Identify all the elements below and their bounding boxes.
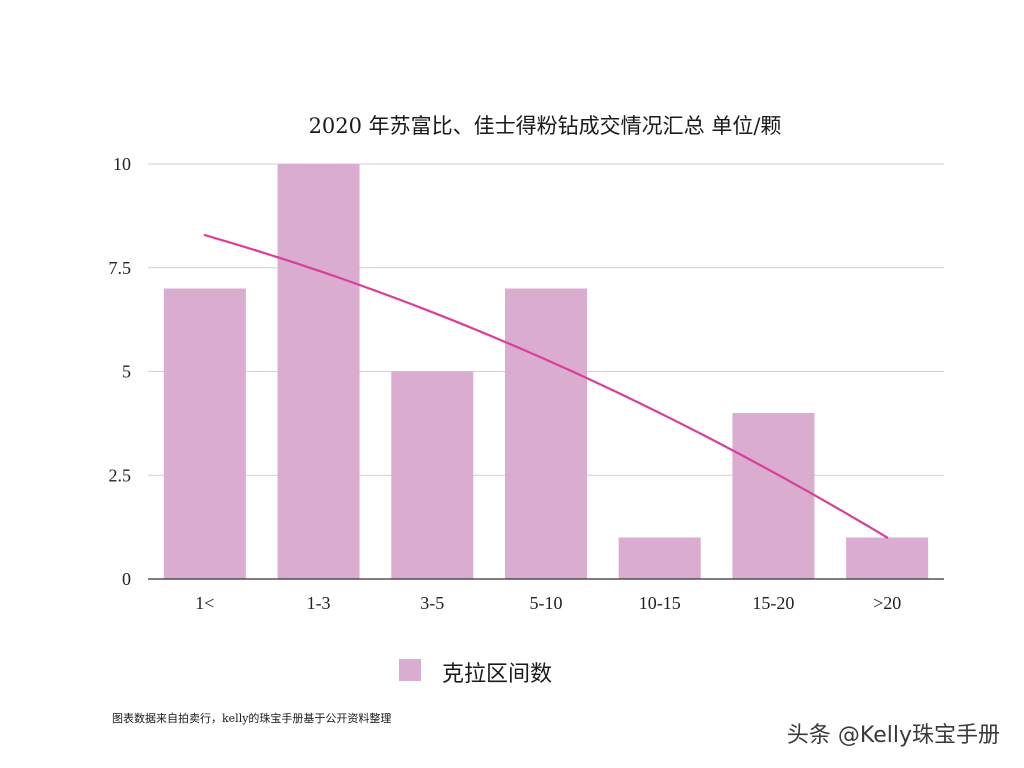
y-tick-label: 7.5	[109, 258, 132, 278]
x-tick-label: 3-5	[420, 593, 444, 613]
watermark: 头条 @Kelly珠宝手册	[787, 723, 1000, 748]
x-tick-label: 10-15	[639, 593, 681, 613]
y-tick-label: 5	[122, 362, 131, 382]
chart-title: 2020 年苏富比、佳士得粉钻成交情况汇总 单位/颗	[309, 114, 782, 138]
bar	[505, 288, 587, 579]
x-tick-label: 1<	[195, 593, 214, 613]
bar	[846, 537, 929, 579]
x-tick-label: >20	[873, 593, 901, 613]
legend: 克拉区间数	[399, 659, 552, 687]
x-tick-label: 1-3	[307, 593, 331, 613]
y-tick-label: 10	[113, 154, 131, 174]
tick-labels: 0 2.5 5 7.5 10 1< 1-3 3-5 5-10 10-15 15-20 >20	[109, 154, 902, 613]
bars	[163, 164, 929, 579]
bar	[618, 537, 701, 579]
y-tick-label: 0	[122, 569, 131, 589]
trendline	[203, 234, 889, 539]
legend-swatch	[399, 659, 421, 681]
legend-label: 克拉区间数	[442, 662, 552, 687]
trendline-layer	[203, 234, 889, 539]
bar	[277, 164, 360, 579]
bar	[391, 371, 474, 579]
x-tick-label: 5-10	[530, 593, 563, 613]
source-note: 图表数据来自拍卖行，kelly的珠宝手册基于公开资料整理	[112, 711, 391, 725]
bar	[732, 413, 815, 579]
y-tick-label: 2.5	[109, 465, 132, 485]
x-tick-label: 15-20	[752, 593, 794, 613]
bar	[163, 288, 246, 579]
